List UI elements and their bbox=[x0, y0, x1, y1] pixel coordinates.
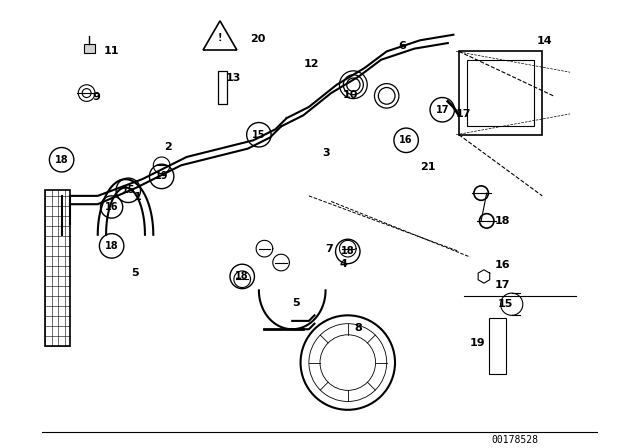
Text: 3: 3 bbox=[323, 147, 330, 158]
Bar bbox=[84, 44, 95, 53]
Text: 5: 5 bbox=[292, 297, 300, 308]
Text: 13: 13 bbox=[225, 73, 241, 83]
Text: 17: 17 bbox=[435, 105, 449, 115]
Text: 16: 16 bbox=[399, 135, 413, 145]
Text: 17: 17 bbox=[456, 108, 472, 119]
Text: 19: 19 bbox=[470, 338, 486, 348]
Text: 21: 21 bbox=[420, 162, 436, 172]
Text: 20: 20 bbox=[250, 34, 266, 44]
Text: 14: 14 bbox=[537, 36, 552, 47]
Text: 18: 18 bbox=[105, 241, 118, 251]
Text: 00178528: 00178528 bbox=[491, 435, 538, 445]
Text: 8: 8 bbox=[355, 323, 362, 333]
Text: 11: 11 bbox=[103, 47, 119, 56]
Text: 9: 9 bbox=[92, 92, 100, 102]
Bar bbox=[218, 71, 227, 104]
Bar bbox=[459, 52, 542, 135]
Bar bbox=[45, 190, 70, 346]
Text: 12: 12 bbox=[303, 59, 319, 69]
Text: 18: 18 bbox=[341, 246, 355, 256]
Text: 15: 15 bbox=[122, 185, 135, 195]
Text: 18: 18 bbox=[55, 155, 68, 165]
Text: 10: 10 bbox=[342, 90, 358, 100]
Text: 5: 5 bbox=[131, 267, 139, 278]
Text: 15: 15 bbox=[252, 130, 266, 140]
Text: 7: 7 bbox=[326, 244, 333, 254]
Text: 16: 16 bbox=[495, 260, 511, 270]
Text: 6: 6 bbox=[398, 41, 406, 51]
Text: 18: 18 bbox=[495, 216, 511, 226]
Text: 16: 16 bbox=[105, 202, 118, 212]
Text: 18: 18 bbox=[236, 271, 249, 281]
Text: 17: 17 bbox=[495, 280, 511, 290]
Bar bbox=[467, 60, 534, 126]
Text: 4: 4 bbox=[339, 258, 348, 269]
Text: 1: 1 bbox=[134, 192, 141, 202]
Text: 15: 15 bbox=[498, 299, 513, 309]
Text: 2: 2 bbox=[164, 142, 172, 152]
Text: 19: 19 bbox=[155, 172, 168, 181]
Text: !: ! bbox=[218, 33, 222, 43]
